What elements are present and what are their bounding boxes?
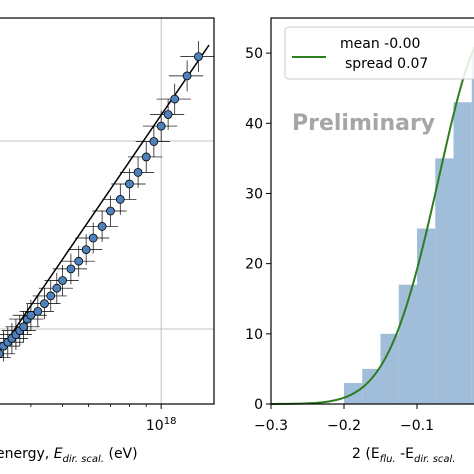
right-axis-ticks: −0.3−0.2−0.1001020304050 — [245, 46, 434, 434]
data-point — [74, 256, 84, 266]
data-point — [125, 179, 134, 189]
data-point — [33, 306, 43, 316]
data-point — [40, 299, 49, 309]
x-tick-label: −0.3 — [254, 418, 288, 434]
left-scatter-points — [0, 41, 215, 362]
data-point — [58, 276, 68, 285]
right-axes-frame — [270, 17, 474, 405]
y-tick-label: 0 — [254, 397, 263, 413]
x-tick-label-1e18: 1018 — [146, 416, 177, 434]
left-panel: 1018 energy, Edir. scal. (eV) — [0, 17, 215, 465]
x-tick-label: −0.2 — [327, 418, 361, 434]
legend-label-spread: spread 0.07 — [345, 56, 428, 72]
histogram-bar — [362, 368, 381, 404]
left-x-axis-label: energy, Edir. scal. (eV) — [0, 446, 138, 465]
data-point — [66, 264, 76, 274]
data-point — [19, 322, 29, 332]
right-panel: Preliminary mean -0.00 spread 0.07 −0.3 −0… — [245, 17, 474, 465]
data-point — [149, 137, 159, 146]
y-tick-label: 40 — [245, 116, 263, 132]
legend: mean -0.00 spread 0.07 — [284, 26, 474, 80]
gaussian-curve — [271, 46, 474, 405]
histogram-bar — [435, 158, 454, 404]
data-point — [156, 121, 166, 131]
histogram-bars — [344, 53, 474, 404]
data-point — [106, 206, 115, 216]
data-point — [97, 222, 107, 231]
data-point — [182, 71, 192, 81]
left-axes-frame — [0, 17, 215, 405]
left-x-ticks: 1018 — [30, 404, 177, 434]
histogram-bar — [453, 102, 472, 404]
x-tick-label: −0.1 — [400, 418, 434, 434]
data-point — [115, 195, 125, 204]
data-point — [46, 291, 56, 301]
fit-curve — [271, 46, 474, 405]
data-point — [88, 233, 98, 243]
y-tick-label: 10 — [245, 327, 263, 343]
data-point — [52, 283, 62, 293]
data-point — [0, 349, 4, 359]
y-tick-label: 50 — [245, 46, 263, 62]
legend-label-mean: mean -0.00 — [340, 36, 420, 52]
right-x-axis-label: 2 (Eflu. -Edir. scal. — [352, 446, 456, 465]
data-point — [133, 167, 143, 177]
data-point — [194, 52, 203, 61]
preliminary-watermark: Preliminary — [292, 111, 435, 136]
y-tick-label: 30 — [245, 186, 263, 202]
data-point — [163, 110, 173, 119]
histogram-bar — [471, 53, 474, 404]
histogram-bar — [380, 333, 399, 404]
y-tick-label: 20 — [245, 257, 263, 273]
data-point — [141, 152, 151, 162]
data-point — [81, 245, 91, 255]
data-point — [170, 94, 180, 104]
histogram-bar — [417, 228, 436, 404]
legend-box — [284, 26, 474, 80]
